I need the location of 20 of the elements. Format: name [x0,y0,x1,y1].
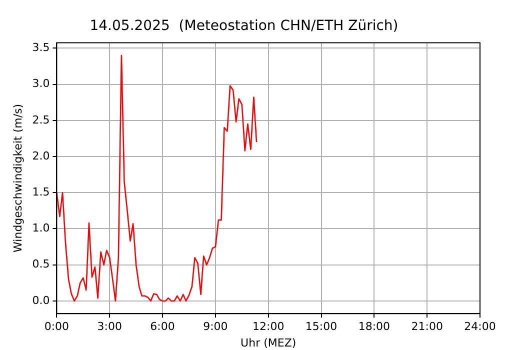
x-tick-label: 24:00 [464,320,496,334]
y-tick-label: 2.0 [32,149,50,162]
x-tick-label: 9:00 [203,320,228,334]
y-tick-label: 1.5 [32,186,50,198]
chart-title: 14.05.2025 (Meteostation CHN/ETH Zürich) [90,18,398,34]
y-tick-label: 2.5 [32,113,50,126]
y-axis-title: Windgeschwindigkeit (m/s) [11,104,24,252]
y-tick-label: 0.5 [32,258,50,271]
x-tick-label: 6:00 [150,320,175,334]
y-tick-label: 3.5 [32,41,50,54]
y-tick-label: 0.0 [32,294,50,307]
x-tick-label: 3:00 [97,320,122,334]
y-tick-label: 3.0 [32,77,50,90]
x-axis-title: Uhr (MEZ) [240,336,296,350]
x-tick-label: 15:00 [305,320,338,334]
x-tick-label: 0:00 [44,320,70,334]
x-tick-label: 21:00 [411,320,443,334]
x-tick-label: 12:00 [252,320,284,334]
x-tick-label: 18:00 [358,320,390,334]
y-tick-label: 1.0 [32,222,50,235]
